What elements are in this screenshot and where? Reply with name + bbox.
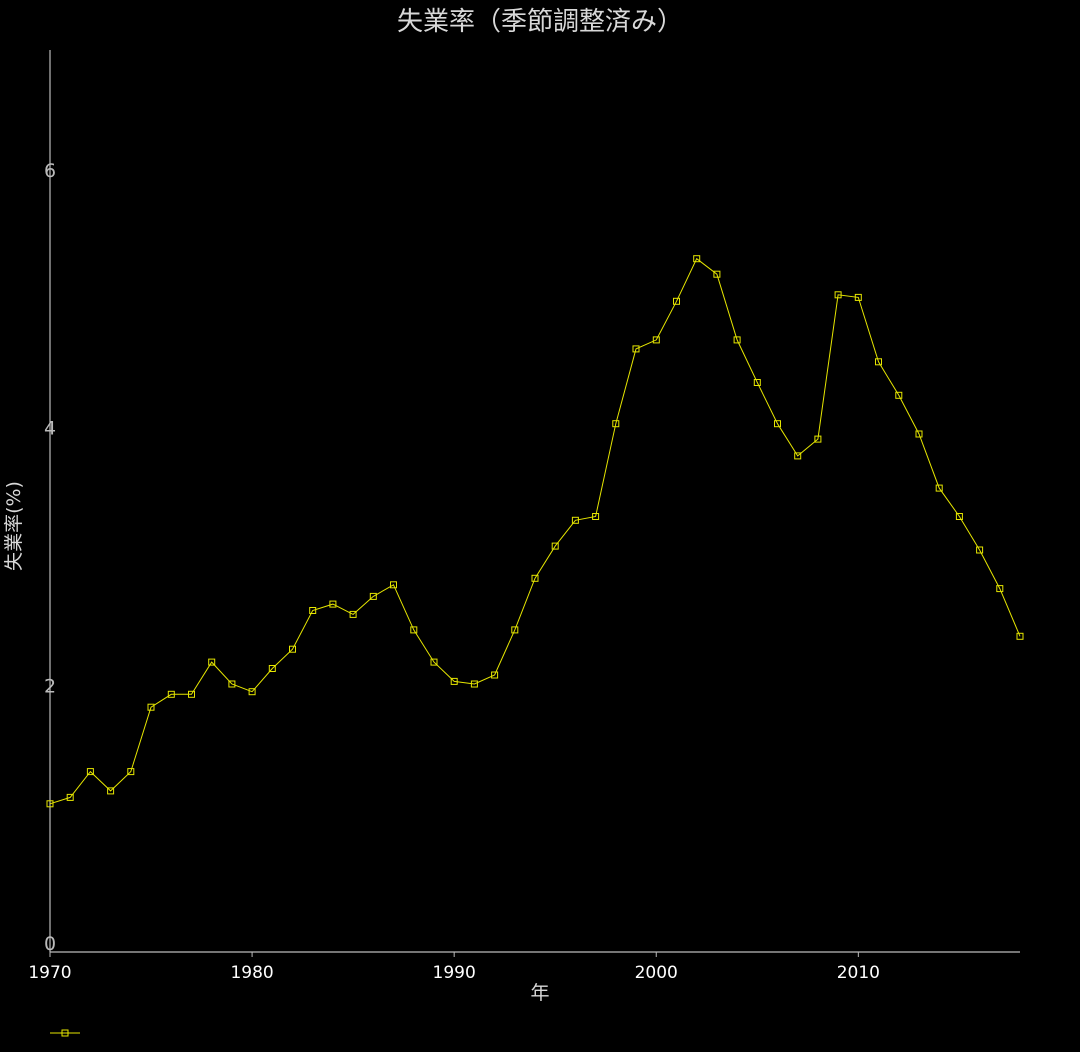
x-tick-label: 1980 [230,963,273,983]
data-point [390,581,397,589]
data-point [511,626,519,634]
data-point [268,665,276,672]
data-point [592,513,600,520]
data-point [915,430,923,438]
legend [50,1029,80,1037]
data-point [491,671,499,679]
data-point [895,391,903,399]
x-tick-label: 1990 [433,963,476,983]
y-tick-label: 2 [44,675,56,697]
data-point [147,703,155,711]
series-layer [46,255,1024,808]
y-axis-label: 失業率(%) [3,481,25,571]
y-tick-label: 0 [44,933,56,955]
x-tick-label: 1970 [28,963,71,983]
data-point [531,574,539,582]
data-point [996,585,1004,593]
data-point [814,435,822,443]
data-point [693,255,701,263]
data-point [1016,632,1024,640]
data-point [309,607,317,614]
data-point [127,768,135,776]
data-point [349,610,357,618]
data-point [107,787,115,795]
data-point [774,420,781,428]
data-point [188,690,195,698]
y-tick-labels: 0 2 4 6 [44,160,56,955]
data-point [167,690,175,698]
data-point [733,336,741,344]
data-point [66,793,74,801]
data-point [571,516,579,524]
data-point [551,542,559,550]
x-axis-label: 年 [530,982,549,1004]
data-point [248,688,256,696]
data-point [329,600,337,608]
series-line [49,257,1021,805]
data-point [86,768,94,776]
x-tick-label: 2000 [635,963,678,983]
y-tick-label: 6 [44,160,56,182]
data-point [470,680,478,688]
x-tick-labels: 1970 1980 1990 2000 2010 [28,952,880,983]
data-point [46,800,54,808]
data-point [652,336,660,344]
data-point [289,645,296,653]
data-point [875,358,882,366]
data-point [673,297,680,305]
data-point [976,546,984,554]
data-point [208,658,216,666]
data-point [369,592,377,600]
data-point [834,291,842,299]
data-point [713,270,721,278]
x-tick-label: 2010 [837,963,880,983]
data-point [228,680,236,688]
data-point [612,420,620,428]
data-point [854,293,862,301]
data-point [450,677,458,685]
data-point [632,345,640,353]
legend-marker [61,1029,69,1037]
chart-title: 失業率（季節調整済み） [397,7,683,37]
data-point [410,626,418,634]
data-point [794,452,802,460]
y-tick-label: 4 [44,418,56,440]
data-point [430,658,438,666]
data-point [753,379,761,386]
data-point [935,484,943,492]
data-point [955,513,963,520]
